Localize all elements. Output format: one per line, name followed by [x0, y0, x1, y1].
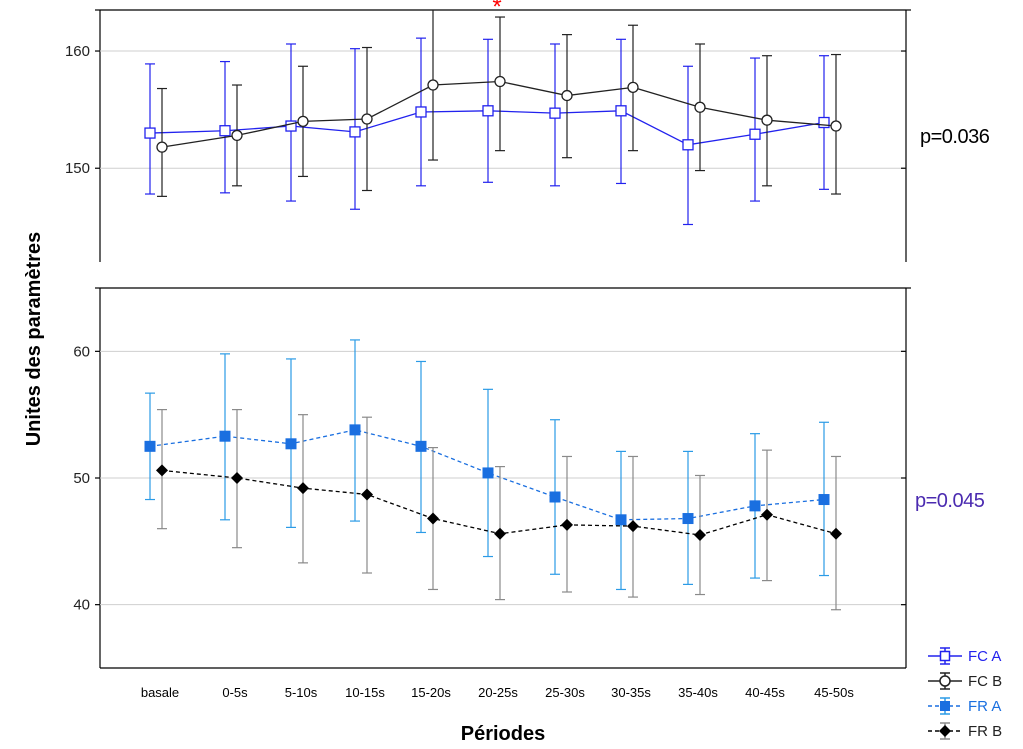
top-point-fc-a: [144, 127, 156, 139]
category-label: 25-30s: [545, 685, 585, 700]
bottom-point-fr-a: [285, 438, 297, 450]
category-labels: basale 0-5s 5-10s 10-15s 15-20s 20-25s 25-30s 3…: [141, 685, 855, 700]
top-y-tick-label: 160: [65, 43, 90, 60]
top-point-fc-a: [415, 106, 427, 118]
bottom-point-fr-b: [830, 527, 842, 540]
category-label: 45-50s: [814, 685, 854, 700]
legend-item-fc-a: FC A: [928, 647, 1001, 665]
top-point-fc-b: [427, 79, 439, 91]
bottom-point-fr-a: [349, 424, 361, 436]
top-point-fc-b: [561, 89, 573, 102]
bottom-point-fr-b: [761, 508, 773, 521]
bottom-point-fr-a: [415, 440, 427, 452]
bottom-point-fr-b: [361, 488, 373, 501]
x-axis-title: Périodes: [461, 723, 545, 745]
bottom-line-fr-b: [161, 469, 837, 536]
bottom-point-fr-a: [219, 430, 231, 442]
bottom-point-fr-b: [561, 518, 573, 531]
legend-item-fr-b: FR B: [928, 722, 1002, 740]
category-label: 10-15s: [345, 685, 385, 700]
legend-label-fc-b: FC B: [968, 673, 1002, 690]
bottom-point-fr-b: [694, 529, 706, 541]
top-point-fc-a: [749, 128, 761, 140]
top-point-fc-a: [549, 107, 561, 119]
bottom-point-fr-a: [682, 513, 694, 525]
legend-item-fc-b: FC B: [928, 672, 1002, 690]
bottom-point-fr-a: [615, 514, 627, 526]
top-point-fc-a: [285, 120, 297, 132]
legend-label-fr-b: FR B: [968, 723, 1002, 740]
category-label: 5-10s: [285, 685, 318, 700]
category-label: 40-45s: [745, 685, 785, 700]
top-point-fc-a: [818, 116, 830, 129]
category-label: 30-35s: [611, 685, 651, 700]
bottom-point-fr-b: [427, 512, 439, 525]
legend-item-fr-a: FR A: [928, 697, 1001, 715]
significance-star: *: [492, 0, 501, 21]
category-label: 20-25s: [478, 685, 518, 700]
top-point-fc-b: [156, 141, 168, 153]
bottom-point-fr-b: [627, 520, 639, 533]
legend-label-fr-a: FR A: [968, 698, 1001, 715]
p-value-top: p=0.036: [920, 126, 990, 148]
panel-top: 150 160: [65, 9, 911, 262]
top-point-fc-b: [231, 129, 243, 142]
y-axis-title: Unites des paramètres: [23, 232, 45, 447]
top-point-fc-b: [761, 114, 773, 126]
bottom-y-tick-label: 60: [73, 343, 90, 360]
legend-marker-fc-a: [939, 650, 951, 662]
top-point-fc-a: [482, 105, 494, 117]
legend-marker-fr-b: [939, 725, 951, 737]
top-point-fc-b: [694, 101, 706, 113]
top-point-fc-a: [219, 125, 231, 137]
top-y-tick-label: 150: [65, 160, 90, 177]
legend: FC A FC B FR A FR B: [928, 647, 1002, 740]
top-point-fc-b: [297, 115, 309, 127]
top-point-fc-b: [361, 113, 373, 125]
bottom-point-fr-b: [494, 527, 506, 540]
legend-label-fc-a: FC A: [968, 648, 1001, 665]
category-label: 35-40s: [678, 685, 718, 700]
bottom-point-fr-b: [297, 482, 309, 495]
top-point-fc-b: [494, 75, 506, 88]
bottom-line-fr-a: [149, 429, 825, 521]
category-label: 15-20s: [411, 685, 451, 700]
bottom-point-fr-a: [549, 491, 561, 503]
bottom-point-fr-a: [818, 494, 830, 506]
category-label: basale: [141, 685, 179, 700]
p-value-bottom: p=0.045: [915, 490, 985, 512]
legend-marker-fc-b: [939, 675, 951, 687]
top-point-fc-a: [682, 139, 694, 151]
top-point-fc-a: [349, 126, 361, 138]
bottom-y-tick-label: 50: [73, 470, 90, 487]
bottom-point-fr-a: [482, 467, 494, 479]
bottom-point-fr-b: [231, 472, 243, 484]
category-label: 0-5s: [222, 685, 248, 700]
top-point-fc-a: [615, 105, 627, 117]
legend-marker-fr-a: [940, 701, 950, 711]
top-point-fc-b: [627, 81, 639, 94]
panel-bottom: 40 50 60: [73, 287, 911, 669]
bottom-y-tick-label: 40: [73, 597, 90, 614]
bottom-point-fr-b: [156, 464, 168, 477]
top-point-fc-b: [830, 120, 842, 132]
bottom-point-fr-a: [749, 500, 761, 512]
bottom-point-fr-a: [144, 440, 156, 452]
